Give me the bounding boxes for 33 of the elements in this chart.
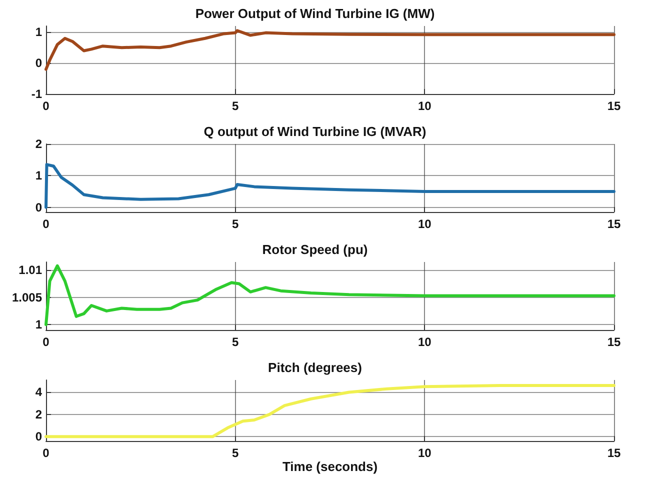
chart-title: Pitch (degrees) (268, 360, 362, 375)
line-series (44, 384, 616, 438)
line-series (44, 264, 616, 326)
y-tick-label: 2 (35, 407, 42, 422)
x-tick-label: 5 (232, 217, 239, 231)
x-tick-label: 10 (418, 446, 432, 460)
x-tick-label: 10 (418, 99, 432, 113)
x-tick-label: 15 (607, 446, 621, 460)
y-tick-label: 0 (35, 430, 42, 444)
line-series (44, 163, 616, 209)
chart-title: Power Output of Wind Turbine IG (MW) (195, 6, 435, 21)
x-tick-label: 10 (418, 335, 432, 349)
y-tick-label: 1 (35, 318, 42, 332)
y-tick-label: 1.005 (12, 290, 42, 304)
y-tick-label: 1 (35, 168, 42, 183)
y-tick-label: 1.01 (18, 263, 42, 278)
chart-title: Rotor Speed (pu) (262, 242, 368, 257)
x-tick-label: 15 (607, 217, 621, 231)
x-tick-label: 5 (232, 446, 239, 460)
x-tick-label: 15 (607, 99, 621, 113)
y-tick-label: 0 (35, 56, 42, 70)
line-series (44, 29, 616, 71)
x-tick-label: 15 (607, 335, 621, 349)
y-tick-label: 0 (35, 200, 42, 214)
x-tick-label: 5 (232, 335, 239, 349)
y-tick-label: 4 (35, 385, 42, 400)
y-tick-label: -1 (31, 87, 42, 101)
y-tick-label: 1 (35, 25, 42, 40)
x-tick-label: 10 (418, 217, 432, 231)
x-tick-label: 5 (232, 99, 239, 113)
chart-title: Q output of Wind Turbine IG (MVAR) (204, 124, 426, 139)
y-tick-label: 2 (35, 137, 42, 151)
x-axis-title: Time (seconds) (282, 459, 378, 474)
